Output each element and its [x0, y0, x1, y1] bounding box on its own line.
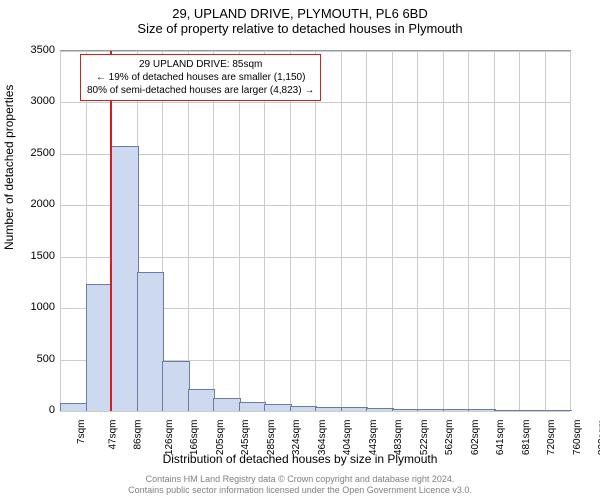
chart-container: 29, UPLAND DRIVE, PLYMOUTH, PL6 6BD Size…: [0, 0, 600, 500]
annotation-l3: 80% of semi-detached houses are larger (…: [87, 84, 314, 97]
histogram-bar: [341, 407, 369, 411]
gridline-v: [417, 51, 418, 411]
x-tick-label: 483sqm: [393, 420, 404, 456]
histogram-bar: [213, 398, 241, 411]
histogram-bar: [468, 409, 496, 411]
gridline-v: [341, 51, 342, 411]
x-tick-label: 324sqm: [291, 420, 302, 456]
gridline-h: [60, 411, 570, 412]
x-tick-label: 47sqm: [107, 420, 118, 450]
histogram-bar: [290, 406, 318, 411]
property-marker-line: [110, 51, 112, 411]
x-tick-label: 126sqm: [164, 420, 175, 456]
histogram-bar: [366, 408, 394, 411]
histogram-bar: [519, 410, 547, 411]
gridline-v: [468, 51, 469, 411]
footer-line-2: Contains public sector information licen…: [0, 485, 600, 496]
x-tick-label: 205sqm: [215, 420, 226, 456]
histogram-bar: [137, 272, 165, 411]
chart-title-1: 29, UPLAND DRIVE, PLYMOUTH, PL6 6BD: [0, 0, 600, 21]
gridline-v: [239, 51, 240, 411]
gridline-v: [366, 51, 367, 411]
x-tick-label: 7sqm: [76, 420, 87, 444]
gridline-v: [290, 51, 291, 411]
x-tick-label: 522sqm: [419, 420, 430, 456]
gridline-v: [188, 51, 189, 411]
gridline-v: [264, 51, 265, 411]
annotation-l2: ← 19% of detached houses are smaller (1,…: [87, 71, 314, 84]
annotation-box: 29 UPLAND DRIVE: 85sqm← 19% of detached …: [80, 54, 321, 101]
histogram-bar: [494, 410, 522, 412]
histogram-bar: [239, 402, 267, 411]
gridline-v: [213, 51, 214, 411]
gridline-v: [60, 51, 61, 411]
gridline-v: [315, 51, 316, 411]
y-tick-label: 3500: [31, 44, 55, 56]
footer-attribution: Contains HM Land Registry data © Crown c…: [0, 474, 600, 496]
y-tick-label: 500: [37, 353, 55, 365]
plot-area: [60, 50, 571, 411]
y-tick-label: 3000: [31, 95, 55, 107]
x-tick-label: 166sqm: [189, 420, 200, 456]
histogram-bar: [545, 410, 573, 411]
chart-title-2: Size of property relative to detached ho…: [0, 21, 600, 36]
histogram-bar: [86, 284, 114, 412]
x-tick-label: 285sqm: [266, 420, 277, 456]
x-tick-label: 602sqm: [470, 420, 481, 456]
x-tick-label: 86sqm: [133, 420, 144, 450]
histogram-bar: [264, 404, 292, 411]
x-tick-label: 562sqm: [444, 420, 455, 456]
gridline-v: [443, 51, 444, 411]
gridline-v: [570, 51, 571, 411]
y-tick-label: 1500: [31, 250, 55, 262]
histogram-bar: [162, 361, 190, 411]
annotation-l1: 29 UPLAND DRIVE: 85sqm: [87, 58, 314, 71]
histogram-bar: [392, 409, 420, 411]
y-axis-label: Number of detached properties: [2, 85, 16, 250]
x-tick-label: 760sqm: [572, 420, 583, 456]
x-tick-label: 404sqm: [342, 420, 353, 456]
histogram-bar: [188, 389, 216, 411]
y-tick-label: 2000: [31, 198, 55, 210]
gridline-v: [494, 51, 495, 411]
y-tick-label: 1000: [31, 301, 55, 313]
histogram-bar: [315, 407, 343, 411]
x-tick-label: 364sqm: [317, 420, 328, 456]
gridline-v: [519, 51, 520, 411]
x-tick-label: 641sqm: [495, 420, 506, 456]
x-tick-label: 443sqm: [368, 420, 379, 456]
y-tick-label: 2500: [31, 147, 55, 159]
gridline-v: [545, 51, 546, 411]
gridline-v: [392, 51, 393, 411]
histogram-bar: [111, 146, 139, 411]
x-tick-label: 245sqm: [240, 420, 251, 456]
y-tick-label: 0: [49, 404, 55, 416]
x-tick-label: 681sqm: [521, 420, 532, 456]
histogram-bar: [443, 409, 471, 411]
histogram-bar: [417, 409, 445, 411]
histogram-bar: [60, 403, 88, 411]
x-tick-label: 720sqm: [546, 420, 557, 456]
footer-line-1: Contains HM Land Registry data © Crown c…: [0, 474, 600, 485]
x-axis-label: Distribution of detached houses by size …: [0, 452, 600, 466]
